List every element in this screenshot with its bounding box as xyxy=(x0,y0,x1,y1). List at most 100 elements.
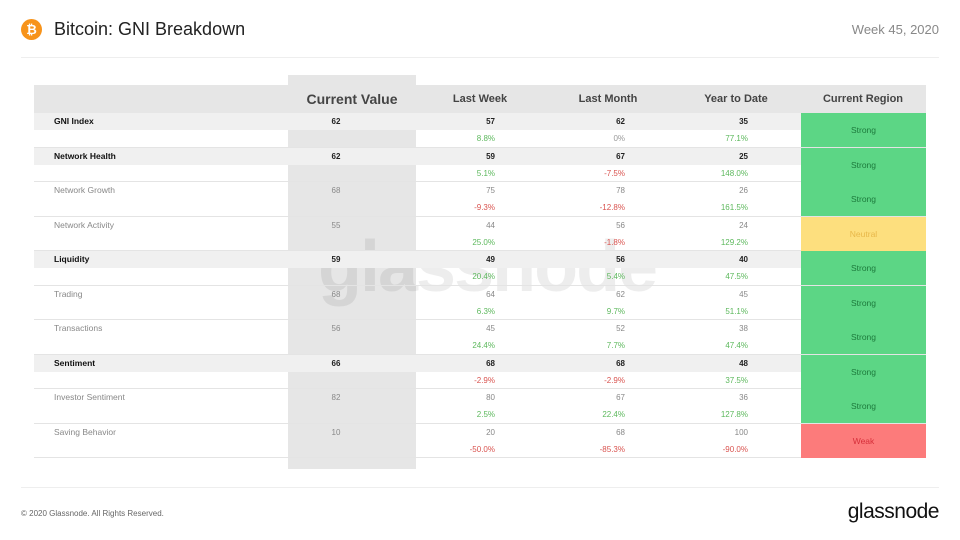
week-label: Week 45, 2020 xyxy=(851,22,939,37)
col-header-region: Current Region xyxy=(822,93,904,105)
last-week-value: 64 xyxy=(486,289,495,299)
current-value: 62 xyxy=(331,117,341,126)
last-week-value: 44 xyxy=(486,220,495,230)
ytd-value: 38 xyxy=(739,324,748,333)
last-month-change: 22.4% xyxy=(602,410,625,419)
last-month-value: 78 xyxy=(616,186,625,195)
region-badge: Neutral xyxy=(801,216,926,251)
ytd-change: 47.5% xyxy=(725,272,748,281)
row-name: Sentiment xyxy=(54,357,96,368)
last-week-value: 75 xyxy=(486,186,495,195)
gni-table: Current Value Last Week Last Month Year … xyxy=(34,85,926,458)
last-month-value: 52 xyxy=(616,324,625,333)
last-month-value: 68 xyxy=(616,358,625,368)
table-header: Current Value Last Week Last Month Year … xyxy=(34,85,926,113)
ytd-value: 45 xyxy=(739,289,748,299)
last-month-change: -2.9% xyxy=(604,375,625,385)
row-top xyxy=(34,251,801,268)
divider xyxy=(21,487,939,488)
current-value: 10 xyxy=(331,427,341,437)
ytd-value: 40 xyxy=(739,255,748,264)
row-name: GNI Index xyxy=(54,116,94,126)
current-value: 55 xyxy=(331,220,341,230)
last-month-change: -1.8% xyxy=(604,237,625,247)
col-header-last-month: Last Month xyxy=(578,93,638,105)
last-month-change: -85.3% xyxy=(599,444,625,454)
last-week-change: 24.4% xyxy=(472,341,495,350)
last-week-change: 25.0% xyxy=(472,237,495,247)
last-week-value: 80 xyxy=(486,393,495,402)
current-value: 68 xyxy=(331,186,341,195)
last-month-value: 68 xyxy=(616,427,625,437)
last-week-change: 5.1% xyxy=(476,168,495,178)
last-week-change: 20.4% xyxy=(472,272,495,281)
last-week-value: 59 xyxy=(486,151,495,161)
last-month-value: 56 xyxy=(616,255,625,264)
glassnode-logo: glassnode xyxy=(847,500,940,523)
last-week-change: 6.3% xyxy=(476,306,495,316)
last-month-value: 62 xyxy=(616,117,625,126)
col-header-ytd: Year to Date xyxy=(704,93,768,105)
last-week-value: 20 xyxy=(486,427,495,437)
region-badge: Strong xyxy=(801,251,926,285)
region-badge: Strong xyxy=(801,285,926,320)
current-value: 68 xyxy=(331,289,341,299)
ytd-change: 37.5% xyxy=(725,375,748,385)
ytd-change: 129.2% xyxy=(720,237,748,247)
region-badge: Strong xyxy=(801,147,926,182)
last-week-change: 2.5% xyxy=(476,410,495,419)
current-value: 82 xyxy=(331,393,341,402)
ytd-value: 26 xyxy=(739,186,748,195)
table-row: Network Health 62 59 5.1% 67 -7.5% 25 148.0… xyxy=(34,147,926,182)
row-top xyxy=(34,354,801,372)
ytd-change: 51.1% xyxy=(725,306,748,316)
last-month-value: 67 xyxy=(616,151,625,161)
divider xyxy=(21,57,939,58)
table-row: Network Activity 55 44 25.0% 56 -1.8% 24 12… xyxy=(34,216,926,251)
ytd-value: 25 xyxy=(739,151,748,161)
bitcoin-icon: ₿ xyxy=(21,19,42,40)
ytd-value: 24 xyxy=(739,220,748,230)
table-row: Network Growth 68 75 -9.3% 78 -12.8% 26 161… xyxy=(34,182,926,217)
region-badge: Strong xyxy=(801,389,926,423)
last-week-value: 68 xyxy=(486,358,495,368)
copyright: © 2020 Glassnode. All Rights Reserved. xyxy=(21,509,164,518)
row-name: Network Growth xyxy=(54,185,115,195)
row-name: Trading xyxy=(54,288,83,299)
last-week-change: -9.3% xyxy=(474,203,495,212)
ytd-value: 35 xyxy=(739,117,748,126)
last-month-value: 62 xyxy=(616,289,625,299)
last-week-value: 49 xyxy=(486,255,495,264)
page-title: Bitcoin: GNI Breakdown xyxy=(54,19,246,39)
table-row: Liquidity 59 49 20.4% 56 5.4% 40 47.5% Stron… xyxy=(34,251,926,286)
last-month-change: 5.4% xyxy=(606,272,625,281)
last-week-value: 57 xyxy=(486,117,495,126)
row-name: Network Health xyxy=(54,150,116,161)
row-name: Investor Sentiment xyxy=(54,392,125,402)
last-week-change: 8.8% xyxy=(476,134,495,143)
row-name: Network Activity xyxy=(54,219,114,230)
last-week-change: -50.0% xyxy=(469,444,495,454)
row-top xyxy=(34,113,801,130)
row-name: Liquidity xyxy=(54,254,90,264)
ytd-change: -90.0% xyxy=(722,444,748,454)
table-row: Investor Sentiment 82 80 2.5% 67 22.4% 36 1… xyxy=(34,389,926,424)
region-badge: Strong xyxy=(801,320,926,354)
table-row: Saving Behavior 10 20 -50.0% 68 -85.3% 100 … xyxy=(34,423,926,458)
last-week-change: -2.9% xyxy=(474,375,495,385)
current-value: 66 xyxy=(331,358,341,368)
last-month-change: 0% xyxy=(613,134,625,143)
current-value: 59 xyxy=(331,255,341,264)
table-row: Transactions 56 45 24.4% 52 7.7% 38 47.4% St… xyxy=(34,320,926,355)
last-month-change: -12.8% xyxy=(599,203,625,212)
last-month-change: 7.7% xyxy=(606,341,625,350)
ytd-value: 36 xyxy=(739,393,748,402)
last-month-value: 56 xyxy=(616,220,625,230)
ytd-change: 77.1% xyxy=(725,134,748,143)
last-week-value: 45 xyxy=(486,324,495,333)
current-value: 62 xyxy=(331,151,341,161)
region-badge: Strong xyxy=(801,354,926,389)
ytd-change: 47.4% xyxy=(725,341,748,350)
region-badge: Weak xyxy=(801,423,926,458)
last-month-change: 9.7% xyxy=(606,306,625,316)
